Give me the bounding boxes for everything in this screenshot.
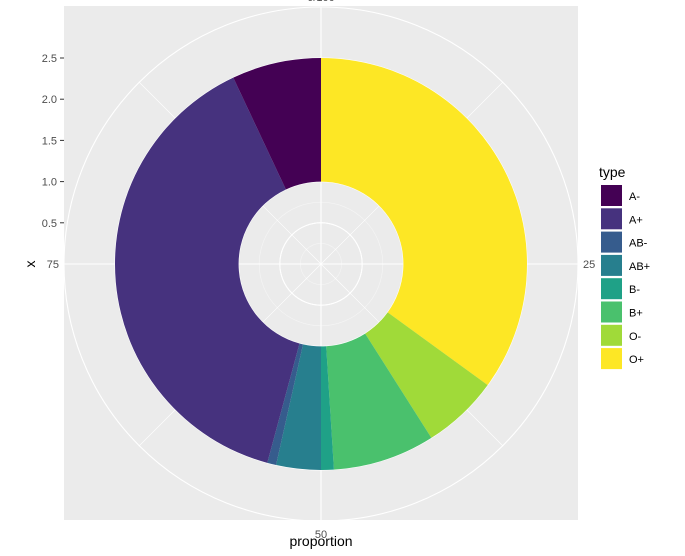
- y-tick-label: 0.5: [42, 218, 57, 230]
- slice-o-negpos: [321, 58, 527, 386]
- inner-radial-gridline: [279, 222, 363, 306]
- legend-label: O-: [629, 331, 642, 343]
- x-axis-title: proportion: [289, 533, 352, 549]
- y-tick-label: 1.0: [42, 177, 57, 189]
- grid-top-layer: [279, 222, 363, 306]
- slice-layer: [114, 58, 527, 470]
- legend-title: type: [599, 164, 626, 180]
- slice-b-neg: [321, 346, 334, 470]
- legend: type A- A+ AB- AB+ B- B+ O- O+: [599, 164, 650, 370]
- y-tick-label: 2.0: [42, 94, 57, 106]
- slice-ab-neg: [267, 343, 304, 466]
- legend-label: B+: [629, 308, 643, 320]
- legend-label: AB-: [629, 238, 648, 250]
- y-axis: 0.5 1.0 1.5 2.0 2.5: [42, 53, 64, 230]
- angle-tick-label: 25: [583, 259, 595, 271]
- angle-tick-label: 50: [315, 529, 327, 541]
- slice-o-neg: [365, 312, 488, 438]
- legend-label: O+: [629, 354, 644, 366]
- angle-tick-label: 75: [47, 259, 59, 271]
- y-tick-label: 1.5: [42, 135, 57, 147]
- legend-label: A+: [629, 214, 643, 226]
- angle-tick-label: 0/100: [307, 0, 335, 4]
- y-tick-label: 2.5: [42, 53, 57, 65]
- y-axis-title: x: [22, 261, 38, 268]
- angle-label-layer: 0/100 25 50 75: [47, 0, 596, 541]
- legend-key: [601, 324, 622, 346]
- slice-b-negpos: [326, 333, 432, 470]
- slice-ab-negpos: [276, 344, 321, 470]
- legend-key: [601, 348, 622, 370]
- legend-key: [601, 301, 622, 323]
- slice-a-negpos: [114, 77, 300, 463]
- slice-a-neg: [233, 58, 321, 190]
- legend-key: [601, 254, 622, 276]
- legend-key: [601, 278, 622, 300]
- legend-key: [601, 185, 622, 206]
- legend-label: AB+: [629, 261, 650, 273]
- legend-label: B-: [629, 284, 640, 296]
- legend-key: [601, 231, 622, 253]
- legend-key: [601, 208, 622, 230]
- legend-label: A-: [629, 191, 640, 203]
